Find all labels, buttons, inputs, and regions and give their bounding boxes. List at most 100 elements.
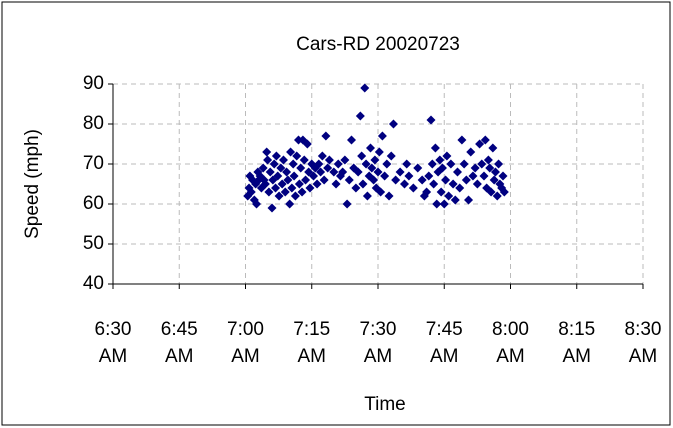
point xyxy=(362,191,372,201)
point xyxy=(455,183,465,193)
point xyxy=(305,183,315,193)
point xyxy=(470,163,480,173)
point xyxy=(361,159,371,169)
point xyxy=(453,167,462,177)
point xyxy=(369,175,379,185)
point xyxy=(312,179,322,189)
point xyxy=(437,163,447,173)
point xyxy=(485,163,495,173)
point xyxy=(342,199,352,209)
point xyxy=(436,187,446,197)
x-tick-label: 7:30 AM xyxy=(360,319,397,367)
x-tick-label: 6:45 AM xyxy=(161,319,198,367)
point xyxy=(395,167,405,177)
point xyxy=(450,195,460,205)
point xyxy=(457,135,467,145)
point xyxy=(386,151,396,161)
chart-title: Cars-RD 20020723 xyxy=(296,34,460,55)
point xyxy=(331,179,341,189)
point xyxy=(492,191,502,201)
point xyxy=(424,171,434,181)
point xyxy=(444,191,454,201)
x-axis-label: Time xyxy=(364,394,406,415)
point xyxy=(426,115,436,125)
point xyxy=(309,171,319,181)
y-tick-label: 40 xyxy=(83,273,104,294)
point xyxy=(286,147,296,157)
point xyxy=(432,199,442,209)
x-tick-label: 7:15 AM xyxy=(293,319,330,367)
point xyxy=(269,159,279,169)
point xyxy=(373,167,383,177)
point xyxy=(252,199,262,209)
point xyxy=(263,155,273,165)
point xyxy=(289,171,299,181)
point xyxy=(391,175,401,185)
point xyxy=(294,179,304,189)
point xyxy=(479,171,489,181)
point xyxy=(340,155,350,165)
point xyxy=(477,159,487,169)
point xyxy=(283,175,293,185)
point xyxy=(489,175,499,185)
point xyxy=(290,191,300,201)
point xyxy=(402,159,412,169)
point xyxy=(246,187,256,197)
point xyxy=(365,143,375,153)
point xyxy=(321,131,331,141)
point xyxy=(446,159,456,169)
point xyxy=(464,195,474,205)
y-tick-label: 70 xyxy=(83,153,104,174)
point xyxy=(441,175,451,185)
point xyxy=(499,187,509,197)
point xyxy=(472,179,482,189)
point xyxy=(258,163,268,173)
point xyxy=(317,151,327,161)
point xyxy=(461,175,471,185)
point xyxy=(249,195,259,205)
point xyxy=(358,179,368,189)
point xyxy=(271,183,281,193)
point xyxy=(301,175,311,185)
point xyxy=(498,171,508,181)
x-tick-label: 8:00 AM xyxy=(492,319,529,367)
x-tick-label: 8:30 AM xyxy=(625,319,662,367)
point xyxy=(277,179,287,189)
point xyxy=(408,183,418,193)
point xyxy=(288,159,298,169)
point xyxy=(459,159,469,169)
point xyxy=(280,187,290,197)
point xyxy=(329,167,339,177)
point xyxy=(430,143,440,153)
point xyxy=(353,167,363,177)
point xyxy=(287,183,297,193)
x-tick-label: 6:30 AM xyxy=(95,319,132,367)
point xyxy=(442,151,452,161)
y-axis-label: Speed (mph) xyxy=(22,129,43,239)
point xyxy=(316,167,326,177)
point xyxy=(344,175,354,185)
point xyxy=(382,159,392,169)
point xyxy=(297,187,307,197)
point xyxy=(324,155,334,165)
point xyxy=(422,187,432,197)
point xyxy=(439,199,449,209)
point xyxy=(292,151,302,161)
point xyxy=(338,167,348,177)
point xyxy=(448,179,458,189)
point xyxy=(490,167,500,177)
x-tick-label: 7:45 AM xyxy=(426,319,463,367)
point xyxy=(274,191,284,201)
point xyxy=(488,143,498,153)
point xyxy=(296,163,306,173)
point xyxy=(276,163,286,173)
point xyxy=(273,171,283,181)
point xyxy=(351,183,361,193)
point xyxy=(475,139,485,149)
y-tick-label: 50 xyxy=(83,233,104,254)
point xyxy=(400,179,409,189)
y-tick-label: 60 xyxy=(83,193,104,214)
point xyxy=(483,155,493,165)
point xyxy=(486,187,496,197)
